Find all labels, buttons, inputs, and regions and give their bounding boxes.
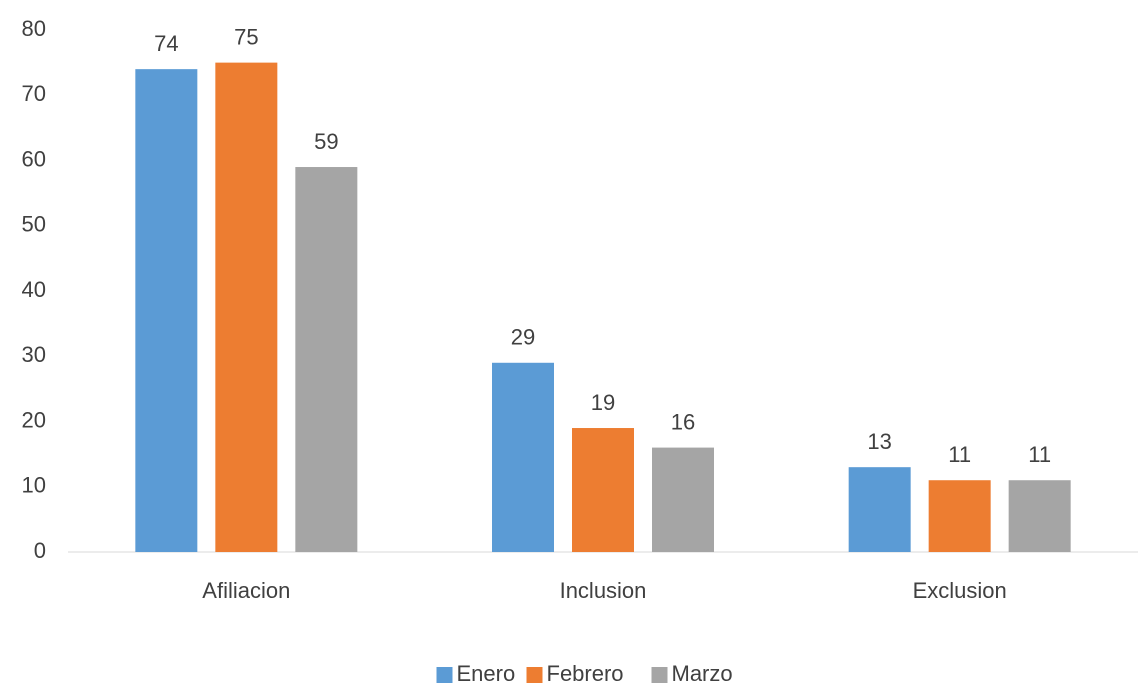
legend-label: Febrero — [547, 661, 624, 684]
bar — [135, 69, 198, 553]
y-tick-label: 50 — [22, 212, 46, 237]
bar — [652, 447, 714, 552]
data-label: 13 — [867, 429, 891, 454]
x-tick-label: Afiliacion — [202, 578, 290, 603]
legend-label: Marzo — [672, 661, 733, 684]
legend-swatch — [526, 667, 543, 683]
y-tick-label: 0 — [34, 538, 46, 563]
y-tick-label: 60 — [22, 146, 46, 171]
legend-swatch — [651, 667, 668, 683]
y-tick-label: 70 — [22, 81, 46, 106]
legend-label: Enero — [457, 661, 516, 684]
data-label: 11 — [948, 442, 971, 467]
bar — [572, 428, 634, 552]
y-tick-label: 30 — [22, 342, 46, 367]
y-tick-label: 20 — [22, 407, 46, 432]
data-label: 29 — [511, 325, 535, 350]
legend-swatch — [436, 667, 453, 683]
bar — [295, 167, 358, 552]
data-label: 16 — [671, 409, 695, 434]
y-tick-label: 40 — [22, 277, 46, 302]
data-label: 75 — [234, 24, 258, 49]
bar — [928, 480, 991, 552]
bar — [492, 362, 554, 552]
data-label: 19 — [591, 390, 615, 415]
bar — [1008, 480, 1071, 552]
data-label: 59 — [314, 129, 338, 154]
data-label: 74 — [154, 31, 178, 56]
x-tick-label: Inclusion — [560, 578, 647, 603]
y-tick-label: 80 — [22, 16, 46, 41]
x-tick-label: Exclusion — [913, 578, 1007, 603]
y-tick-label: 10 — [22, 473, 46, 498]
bar — [215, 62, 278, 552]
bar — [848, 467, 911, 552]
data-label: 11 — [1028, 442, 1051, 467]
